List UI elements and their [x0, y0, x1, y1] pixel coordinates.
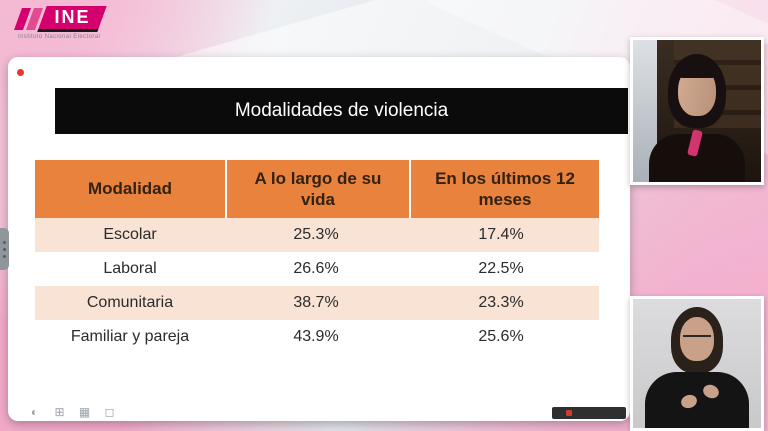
globe-icon[interactable]: ◐ [30, 404, 39, 419]
column-header-modalidad: Modalidad [35, 160, 225, 218]
logo-subtitle: Instituto Nacional Electoral [18, 34, 101, 40]
table-row: Comunitaria 38.7% 23.3% [35, 286, 599, 320]
cell-vida: 26.6% [293, 260, 339, 277]
cell-modalidad: Comunitaria [86, 294, 174, 311]
violence-table: Modalidad A lo largo de su vida En los ú… [35, 160, 599, 354]
interpreter-video-tile[interactable] [630, 296, 764, 431]
speaker-fringe [677, 62, 717, 78]
interpreter-face [680, 317, 714, 361]
ine-logo: INE Instituto Nacional Electoral [13, 6, 148, 40]
player-controls: ◐ ⊞ ▦ ◻ [27, 404, 117, 419]
table-row: Familiar y pareja 43.9% 25.6% [35, 320, 599, 354]
cell-vida: 25.3% [293, 226, 339, 243]
column-header-vida: A lo largo de su vida [227, 160, 409, 218]
apps-icon[interactable]: ▦ [78, 404, 91, 419]
cell-meses: 25.6% [478, 328, 524, 345]
table-row: Escolar 25.3% 17.4% [35, 218, 599, 252]
side-drag-handle[interactable] [0, 228, 9, 270]
interpreter-glasses [683, 335, 711, 340]
logo-text: INE [54, 7, 91, 27]
cell-modalidad: Escolar [103, 226, 157, 243]
cell-meses: 17.4% [478, 226, 524, 243]
table-row: Laboral 26.6% 22.5% [35, 252, 599, 286]
cell-meses: 23.3% [478, 294, 524, 311]
table-header-row: Modalidad A lo largo de su vida En los ú… [35, 160, 599, 218]
video-scrubber[interactable] [552, 407, 626, 419]
window-icon[interactable]: ◻ [104, 404, 115, 419]
cell-modalidad: Familiar y pareja [70, 328, 190, 345]
scrubber-marker-icon [566, 410, 572, 416]
slide-title-bar: Modalidades de violencia [55, 88, 628, 134]
logo-wordmark: INE [37, 6, 107, 32]
column-header-meses: En los últimos 12 meses [411, 160, 599, 218]
cell-meses: 22.5% [478, 260, 524, 277]
grid-icon[interactable]: ⊞ [54, 404, 65, 419]
speaker-video-tile[interactable] [630, 37, 764, 185]
cell-modalidad: Laboral [103, 260, 157, 277]
slide-title: Modalidades de violencia [234, 100, 449, 121]
cell-vida: 38.7% [293, 294, 339, 311]
recording-dot-icon [17, 69, 24, 76]
cell-vida: 43.9% [293, 328, 339, 345]
presentation-window: Modalidades de violencia Modalidad A lo … [8, 57, 630, 421]
